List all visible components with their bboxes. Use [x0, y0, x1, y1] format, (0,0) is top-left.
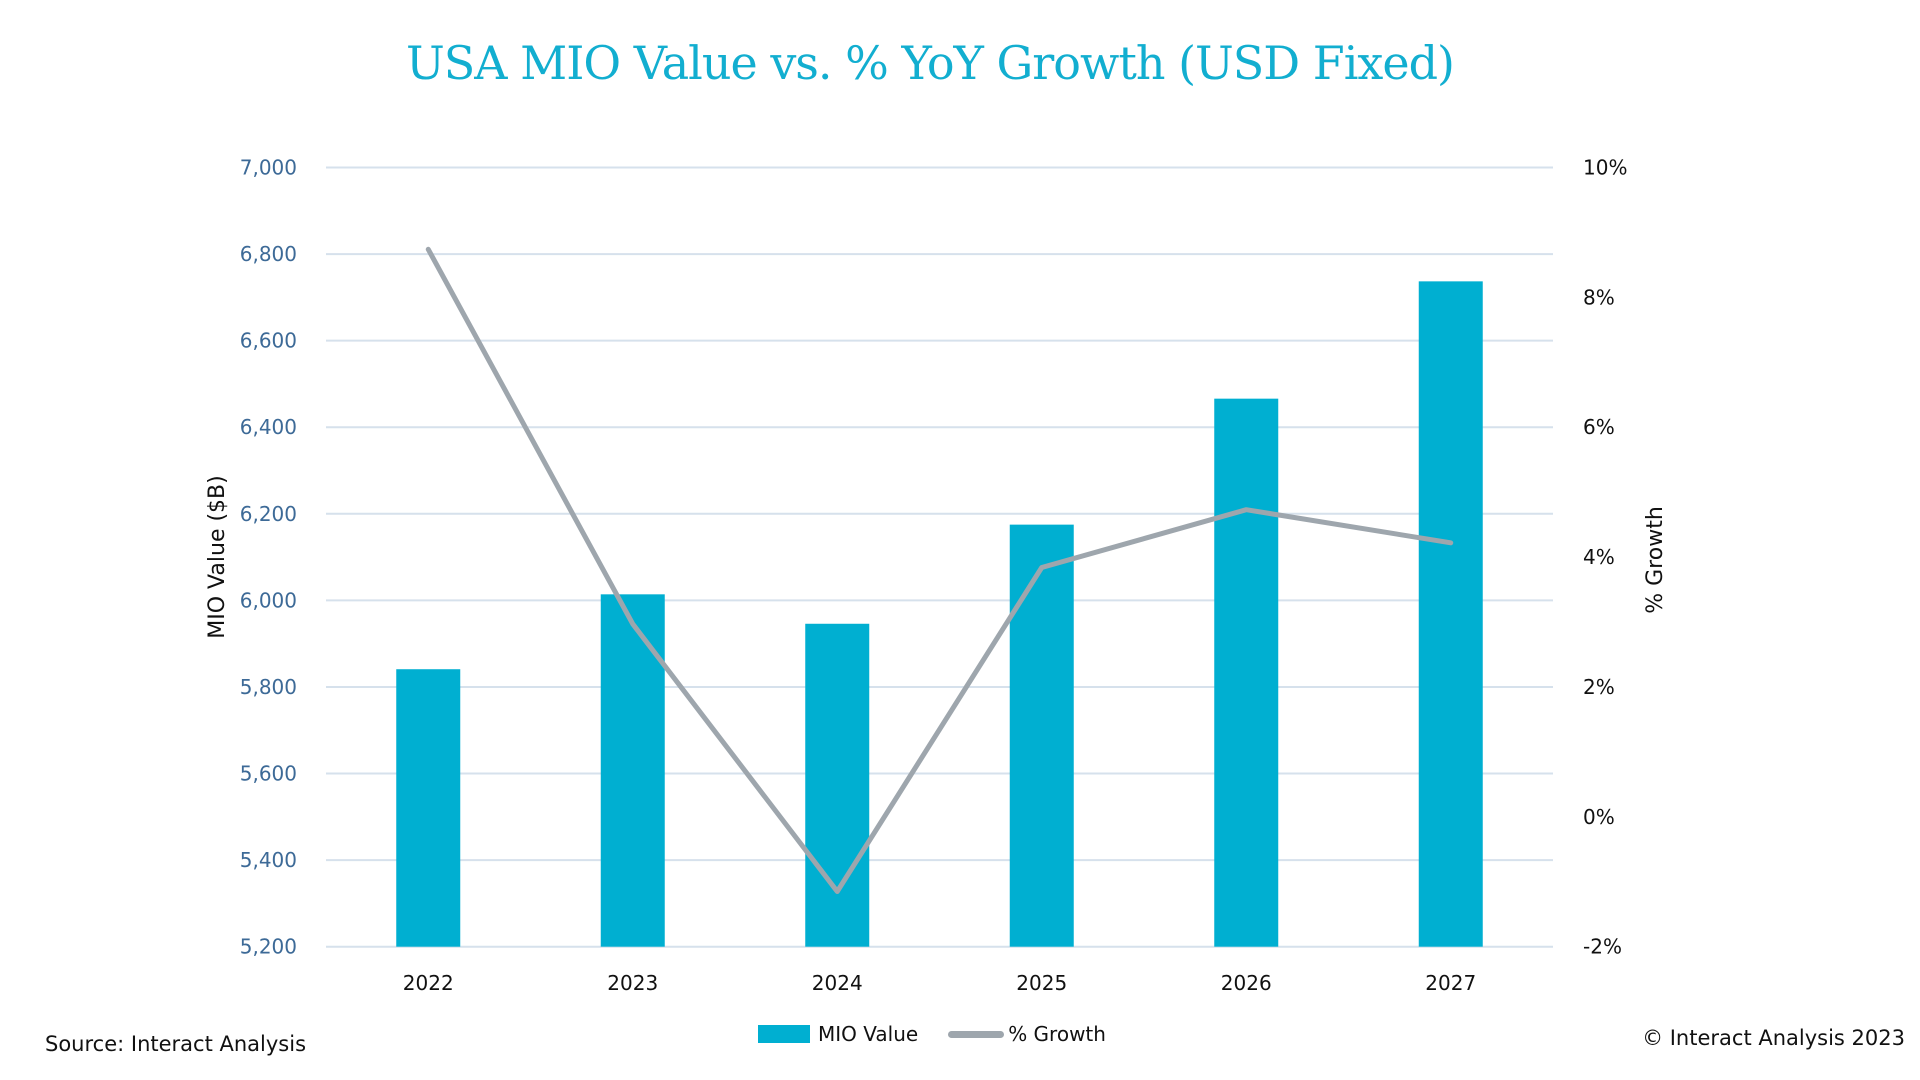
bar-mio-value-2027	[1418, 281, 1483, 947]
legend-swatch-growth	[948, 1030, 1005, 1038]
left-tick-label: 5,800	[240, 675, 297, 699]
chart-title: USA MIO Value vs. % YoY Growth (USD Fixe…	[405, 36, 1455, 90]
growth-line	[425, 246, 1454, 895]
bar-mio-value-2026	[1214, 398, 1279, 947]
bar-mio-value-2022	[396, 669, 461, 947]
bar-mio-value-2025	[1009, 524, 1074, 947]
right-tick-label: 10%	[1583, 156, 1627, 180]
right-tick-label: 2%	[1583, 675, 1615, 699]
right-tick-label: 4%	[1583, 545, 1615, 569]
left-tick-label: 6,600	[240, 329, 297, 353]
x-tick-label: 2027	[1425, 971, 1476, 995]
left-tick-label: 7,000	[240, 156, 297, 180]
left-tick-label: 5,600	[240, 762, 297, 786]
source-note: Source: Interact Analysis	[45, 1032, 307, 1056]
x-tick-label: 2026	[1221, 971, 1272, 995]
left-tick-label: 6,000	[240, 588, 297, 612]
right-tick-label: -2%	[1583, 935, 1622, 959]
x-tick-label: 2023	[607, 971, 658, 995]
x-tick-label: 2022	[403, 971, 454, 995]
copyright-note: © Interact Analysis 2023	[1642, 1026, 1905, 1050]
right-tick-label: 8%	[1583, 285, 1615, 309]
legend-swatch-mio-value	[758, 1025, 810, 1043]
legend-label-growth: % Growth	[1008, 1022, 1106, 1046]
left-axis-title: MIO Value ($B)	[205, 475, 230, 638]
right-axis-title: % Growth	[1643, 506, 1668, 614]
x-tick-label: 2025	[1016, 971, 1067, 995]
x-tick-label: 2024	[812, 971, 863, 995]
left-tick-label: 6,200	[240, 502, 297, 526]
bar-mio-value-2023	[600, 594, 665, 947]
left-tick-label: 6,400	[240, 415, 297, 439]
left-tick-label: 5,400	[240, 848, 297, 872]
gridlines	[326, 166, 1553, 948]
left-tick-label: 5,200	[240, 935, 297, 959]
x-axis: 2022 2023 2024 2025 2026 2027	[403, 971, 1476, 995]
bar-mio-value-2024	[805, 623, 870, 947]
line-series	[425, 246, 1454, 895]
bar-series	[396, 281, 1483, 947]
right-tick-label: 0%	[1583, 805, 1615, 829]
legend-label-mio-value: MIO Value	[818, 1022, 919, 1046]
right-tick-label: 6%	[1583, 415, 1615, 439]
left-axis: 5,200 5,400 5,600 5,800 6,000 6,200 6,400 6,600…	[240, 156, 297, 959]
legend: MIO Value % Growth	[758, 1022, 1106, 1046]
left-tick-label: 6,800	[240, 242, 297, 266]
right-axis: -2% 0% 2% 4% 6% 8% 10%	[1583, 156, 1627, 959]
